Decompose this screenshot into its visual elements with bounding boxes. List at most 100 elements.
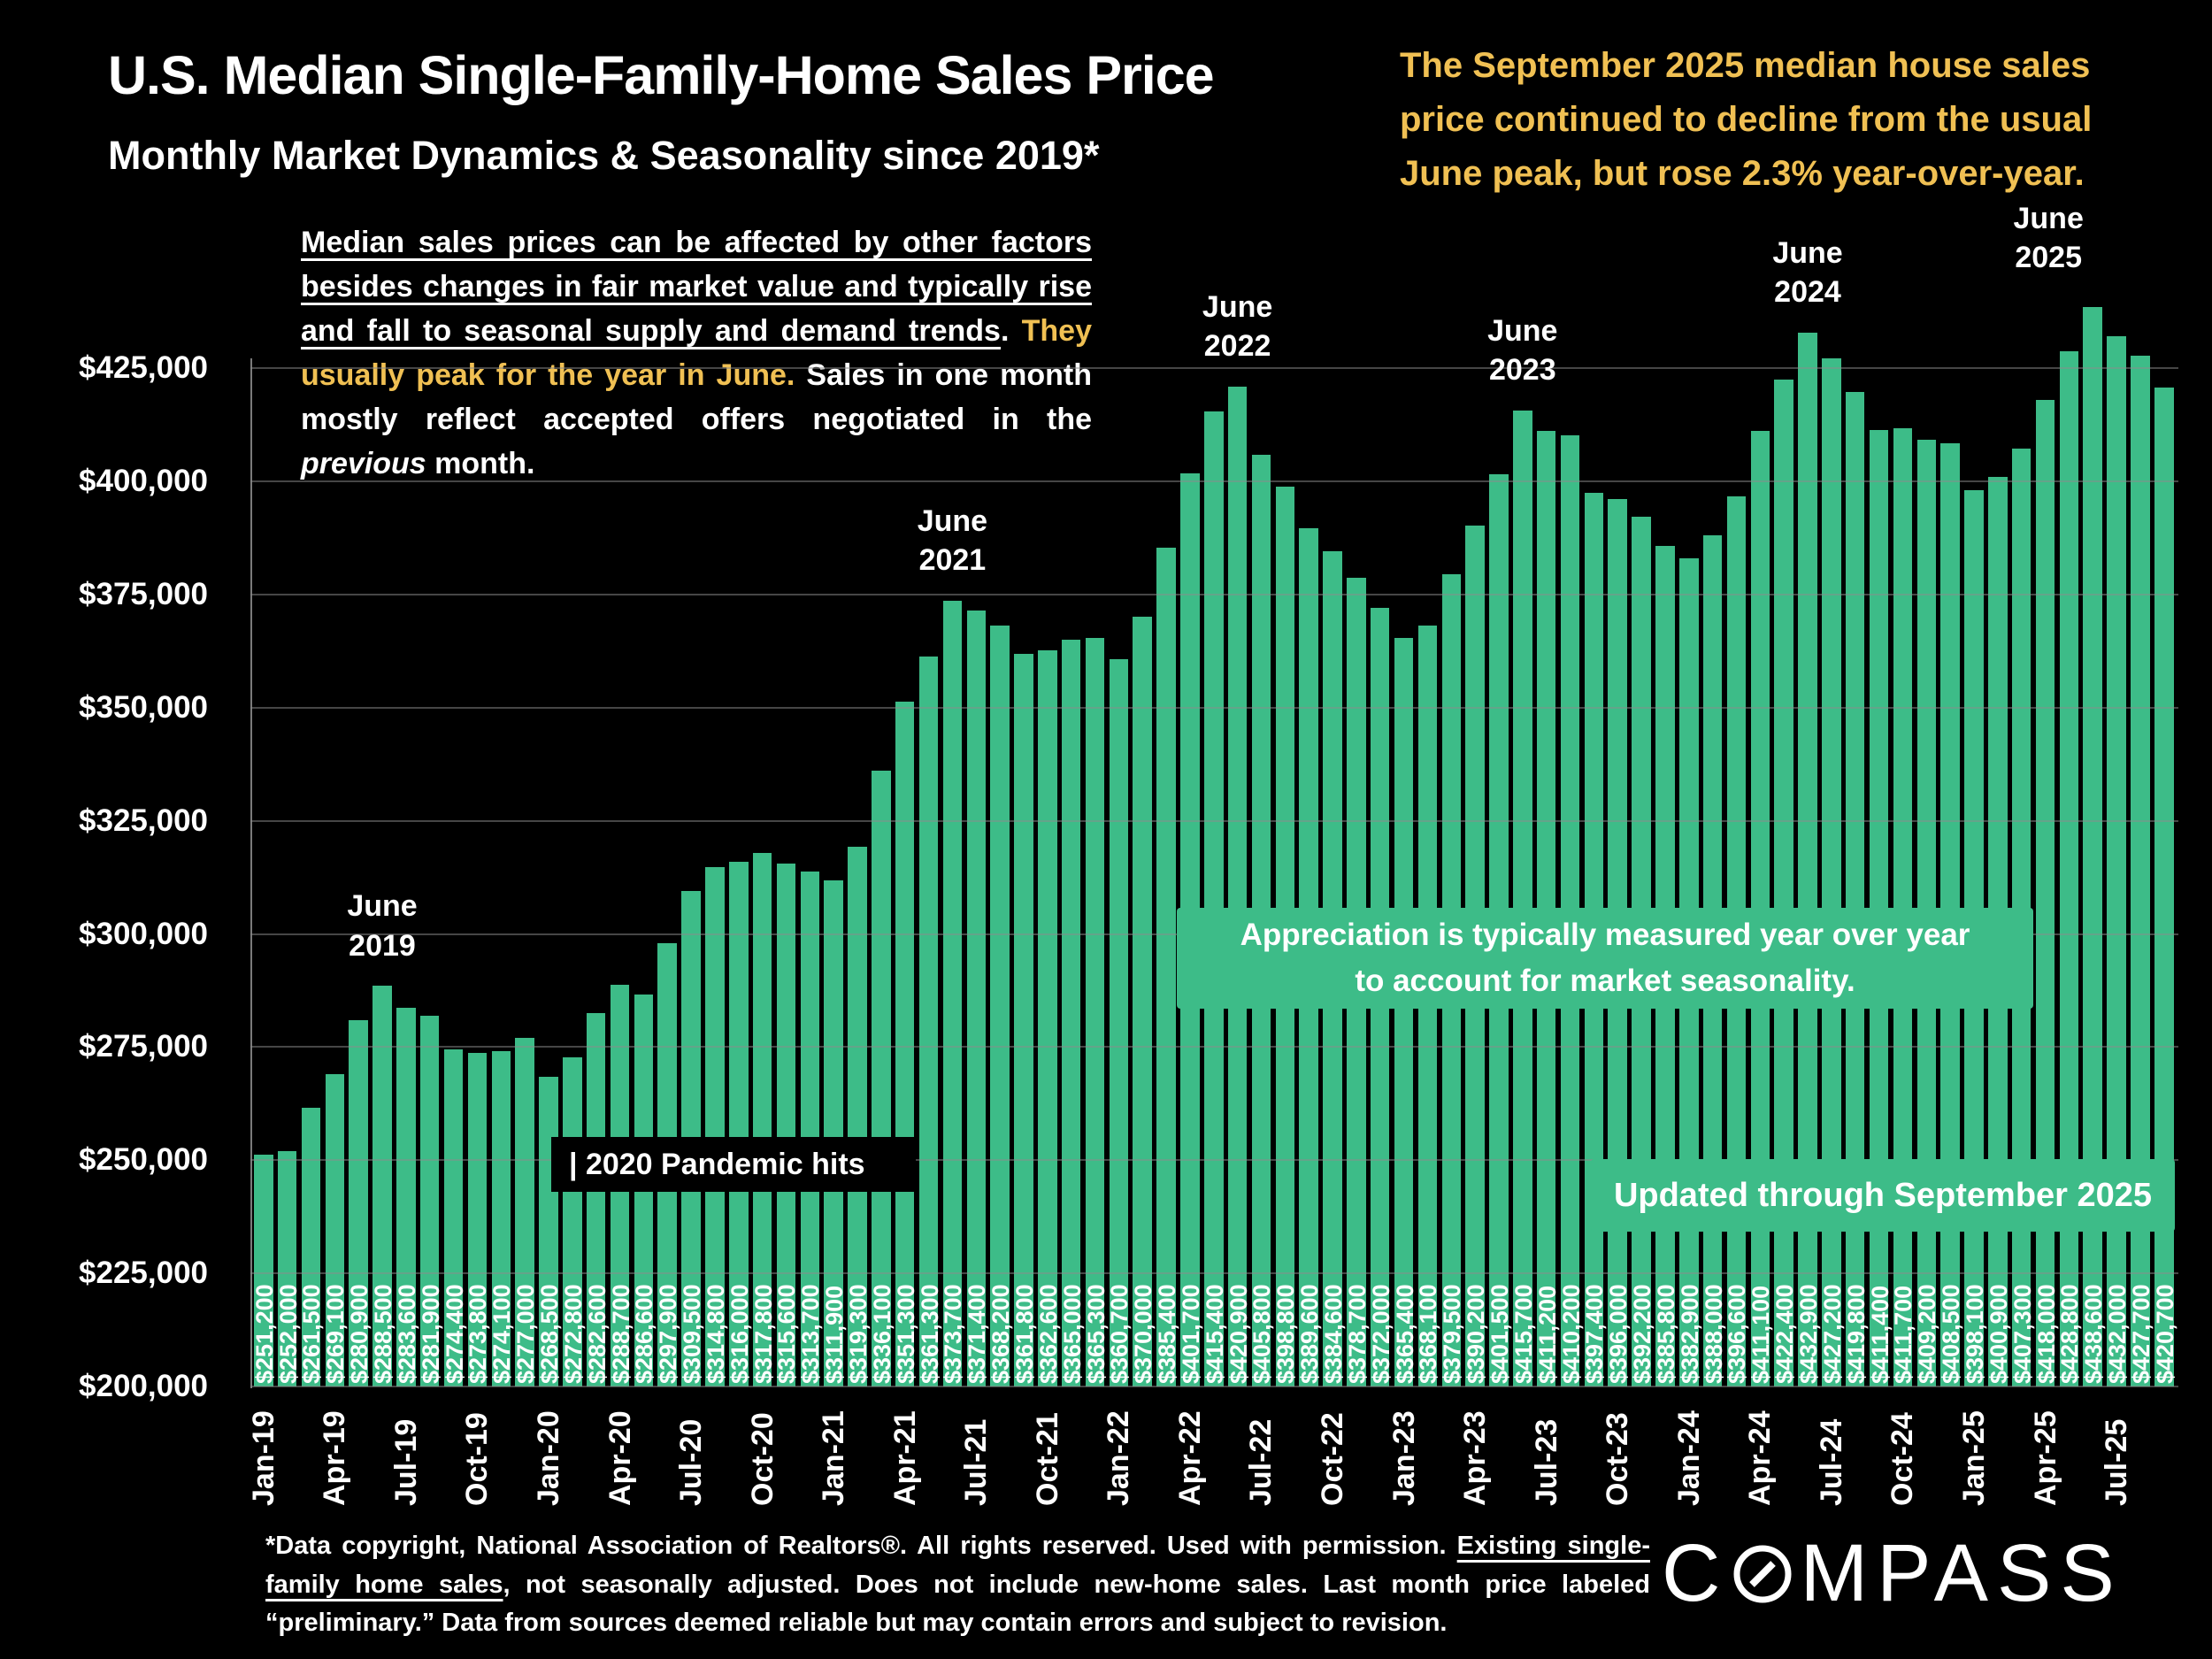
gridline — [250, 480, 2178, 482]
bar — [1845, 391, 1865, 1386]
bar-value-label: $251,200 — [250, 1284, 278, 1384]
y-axis-label: $350,000 — [79, 689, 208, 725]
june-annotation-line1: June — [917, 503, 988, 538]
bar-value-label: $314,800 — [702, 1284, 729, 1384]
bar — [2107, 336, 2126, 1386]
bar-value-label: $373,700 — [940, 1284, 967, 1384]
bar-value-label: $392,200 — [1629, 1284, 1656, 1384]
x-axis-label: Jul-20 — [674, 1418, 709, 1506]
bar-value-label: $411,200 — [1533, 1285, 1561, 1384]
bar-value-label: $398,800 — [1272, 1284, 1300, 1384]
bar — [705, 866, 725, 1386]
june-annotation-line2: 2019 — [349, 928, 416, 963]
bar — [824, 879, 843, 1386]
bar-value-label: $362,600 — [1034, 1284, 1062, 1384]
bar — [1109, 659, 1129, 1386]
bar — [1204, 411, 1224, 1386]
bar — [776, 863, 796, 1386]
bar-value-label: $438,600 — [2080, 1284, 2108, 1384]
bar-value-label: $405,800 — [1248, 1284, 1276, 1384]
bar-value-label: $408,500 — [1938, 1284, 1965, 1384]
note-segment-5: month. — [426, 446, 535, 480]
june-annotation-line2: 2023 — [1488, 352, 1556, 387]
bar — [895, 702, 915, 1386]
bar-value-label: $372,000 — [1367, 1284, 1394, 1384]
x-axis-label: Jan-24 — [1671, 1410, 1706, 1506]
bar-value-label: $410,200 — [1557, 1284, 1585, 1384]
note-segment-4: previous — [301, 446, 426, 480]
bar — [1061, 640, 1081, 1386]
gridline — [250, 1159, 2178, 1162]
bar-value-label: $432,000 — [2104, 1284, 2131, 1384]
bar-value-label: $272,800 — [559, 1284, 587, 1384]
bar-value-label: $360,700 — [1106, 1284, 1133, 1384]
updated-through-badge: Updated through September 2025 — [1591, 1159, 2175, 1232]
bar-value-label: $269,100 — [322, 1284, 349, 1384]
bar-value-label: $427,200 — [1818, 1284, 1846, 1384]
gridline — [250, 1272, 2178, 1275]
x-axis-label: Oct-23 — [1601, 1412, 1635, 1506]
bar — [1822, 357, 1841, 1386]
bar — [373, 986, 392, 1386]
x-axis-label: Oct-22 — [1316, 1412, 1349, 1506]
bar-value-label: $401,700 — [1177, 1284, 1204, 1384]
bar-value-label: $396,000 — [1605, 1284, 1632, 1384]
bar-value-label: $385,800 — [1652, 1284, 1679, 1384]
bar — [1133, 617, 1152, 1386]
bar-value-label: $422,400 — [1771, 1284, 1799, 1384]
gridline — [250, 1386, 2178, 1387]
bar-value-label: $319,300 — [845, 1284, 872, 1384]
pandemic-annotation: | 2020 Pandemic hits — [551, 1137, 916, 1192]
y-axis-label: $400,000 — [79, 464, 208, 498]
footer-segment-0: *Data copyright, National Association of… — [265, 1532, 1457, 1560]
x-axis-label: Apr-19 — [318, 1410, 352, 1506]
y-axis-label: $250,000 — [79, 1142, 208, 1178]
bar-value-label: $316,000 — [726, 1284, 753, 1384]
bar-value-label: $390,200 — [1463, 1284, 1490, 1384]
bar — [491, 1050, 511, 1386]
bar-value-label: $418,000 — [2032, 1284, 2060, 1384]
x-axis-label: Apr-22 — [1172, 1410, 1207, 1506]
compass-logo: C MPASS — [1662, 1527, 2124, 1620]
june-peak-annotation: June 2023 — [1425, 311, 1620, 389]
bar-value-label: $361,800 — [1010, 1284, 1038, 1384]
bar — [848, 846, 867, 1386]
x-axis-label: Jan-22 — [1102, 1410, 1136, 1506]
bar-value-label: $280,900 — [346, 1284, 373, 1384]
bar-value-label: $288,500 — [370, 1284, 396, 1384]
y-axis-label: $425,000 — [79, 350, 208, 386]
bar-value-label: $311,900 — [821, 1285, 849, 1384]
bar-value-label: $315,600 — [773, 1284, 801, 1384]
june-annotation-line1: June — [1202, 290, 1273, 325]
june-peak-annotation: June 2024 — [1710, 234, 1905, 311]
bar-value-label: $365,000 — [1058, 1284, 1086, 1384]
bar-value-label: $427,700 — [2127, 1284, 2154, 1384]
bar-value-label: $396,600 — [1724, 1284, 1751, 1384]
june-peak-annotation: June 2025 — [1951, 199, 2146, 277]
x-axis-label: Oct-24 — [1886, 1412, 1920, 1506]
bar — [349, 1020, 368, 1386]
bar-value-label: $370,000 — [1130, 1284, 1157, 1384]
data-source-footnote: *Data copyright, National Association of… — [265, 1527, 1650, 1643]
bar-value-label: $428,800 — [2056, 1284, 2084, 1384]
june-annotation-line1: June — [347, 889, 418, 924]
x-axis-label: Apr-20 — [603, 1410, 637, 1506]
x-axis-label: Jul-21 — [959, 1418, 994, 1506]
bar-value-label: $368,200 — [987, 1284, 1015, 1384]
june-peak-annotation: June 2019 — [285, 887, 480, 964]
bar — [1085, 638, 1105, 1386]
appreciation-callout: Appreciation is typically measured year … — [1177, 908, 2033, 1009]
bar — [2035, 399, 2055, 1386]
gridline — [250, 367, 2178, 370]
bar-value-label: $401,500 — [1486, 1284, 1513, 1384]
bar-value-label: $378,700 — [1343, 1284, 1371, 1384]
bar — [729, 861, 749, 1386]
x-axis-label: Jan-20 — [531, 1410, 565, 1506]
x-axis-label: Apr-23 — [1458, 1410, 1493, 1506]
bar — [419, 1016, 440, 1386]
gridline — [250, 1046, 2178, 1048]
bar — [2154, 388, 2174, 1386]
bar — [325, 1073, 345, 1386]
y-axis-label: $375,000 — [79, 576, 208, 611]
